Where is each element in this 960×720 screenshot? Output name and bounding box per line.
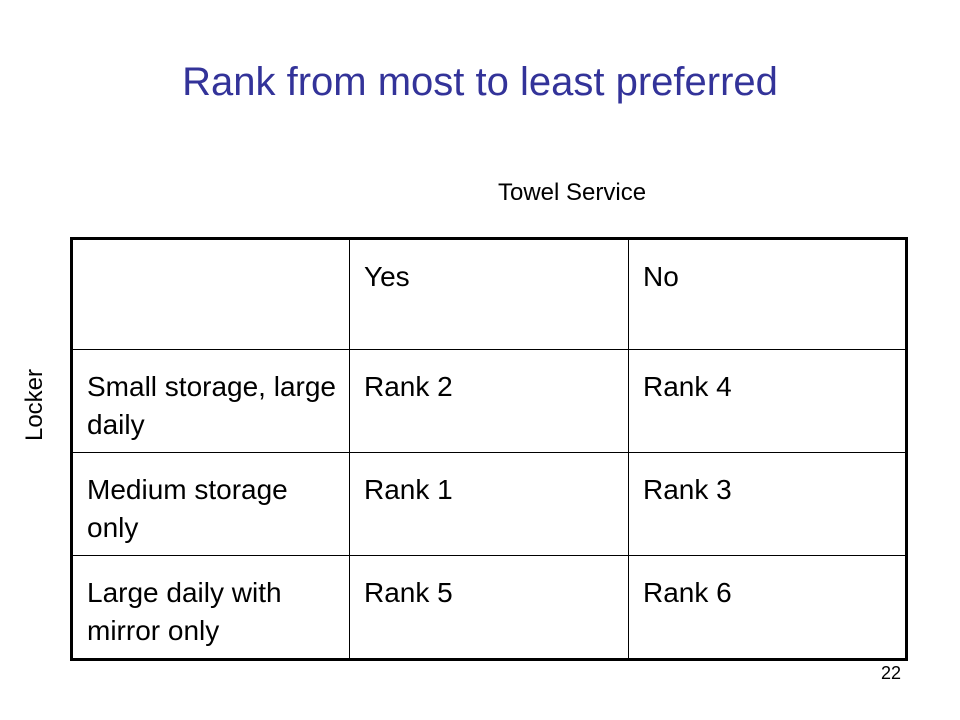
rank-cell: Rank 3 <box>628 452 908 556</box>
rank-cell: Rank 4 <box>628 349 908 453</box>
header-cell-empty <box>70 237 350 350</box>
table-row: Medium storage only Rank 1 Rank 3 <box>70 452 908 556</box>
row-label: Small storage, large daily <box>70 349 350 453</box>
table-header-row: Yes No <box>70 237 908 350</box>
column-group-label: Towel Service <box>498 179 647 206</box>
header-cell-yes: Yes <box>349 237 629 350</box>
rank-cell: Rank 6 <box>628 555 908 661</box>
rank-cell: Rank 5 <box>349 555 629 661</box>
rank-cell: Rank 2 <box>349 349 629 453</box>
row-group-label: Locker <box>21 368 48 442</box>
ranking-table: Yes No Small storage, large daily Rank 2… <box>70 237 908 661</box>
rank-cell: Rank 1 <box>349 452 629 556</box>
table-row: Large daily with mirror only Rank 5 Rank… <box>70 555 908 661</box>
slide-title: Rank from most to least preferred <box>182 60 778 104</box>
table-row: Small storage, large daily Rank 2 Rank 4 <box>70 349 908 453</box>
row-label: Large daily with mirror only <box>70 555 350 661</box>
row-label: Medium storage only <box>70 452 350 556</box>
header-cell-no: No <box>628 237 908 350</box>
page-number: 22 <box>881 663 902 683</box>
